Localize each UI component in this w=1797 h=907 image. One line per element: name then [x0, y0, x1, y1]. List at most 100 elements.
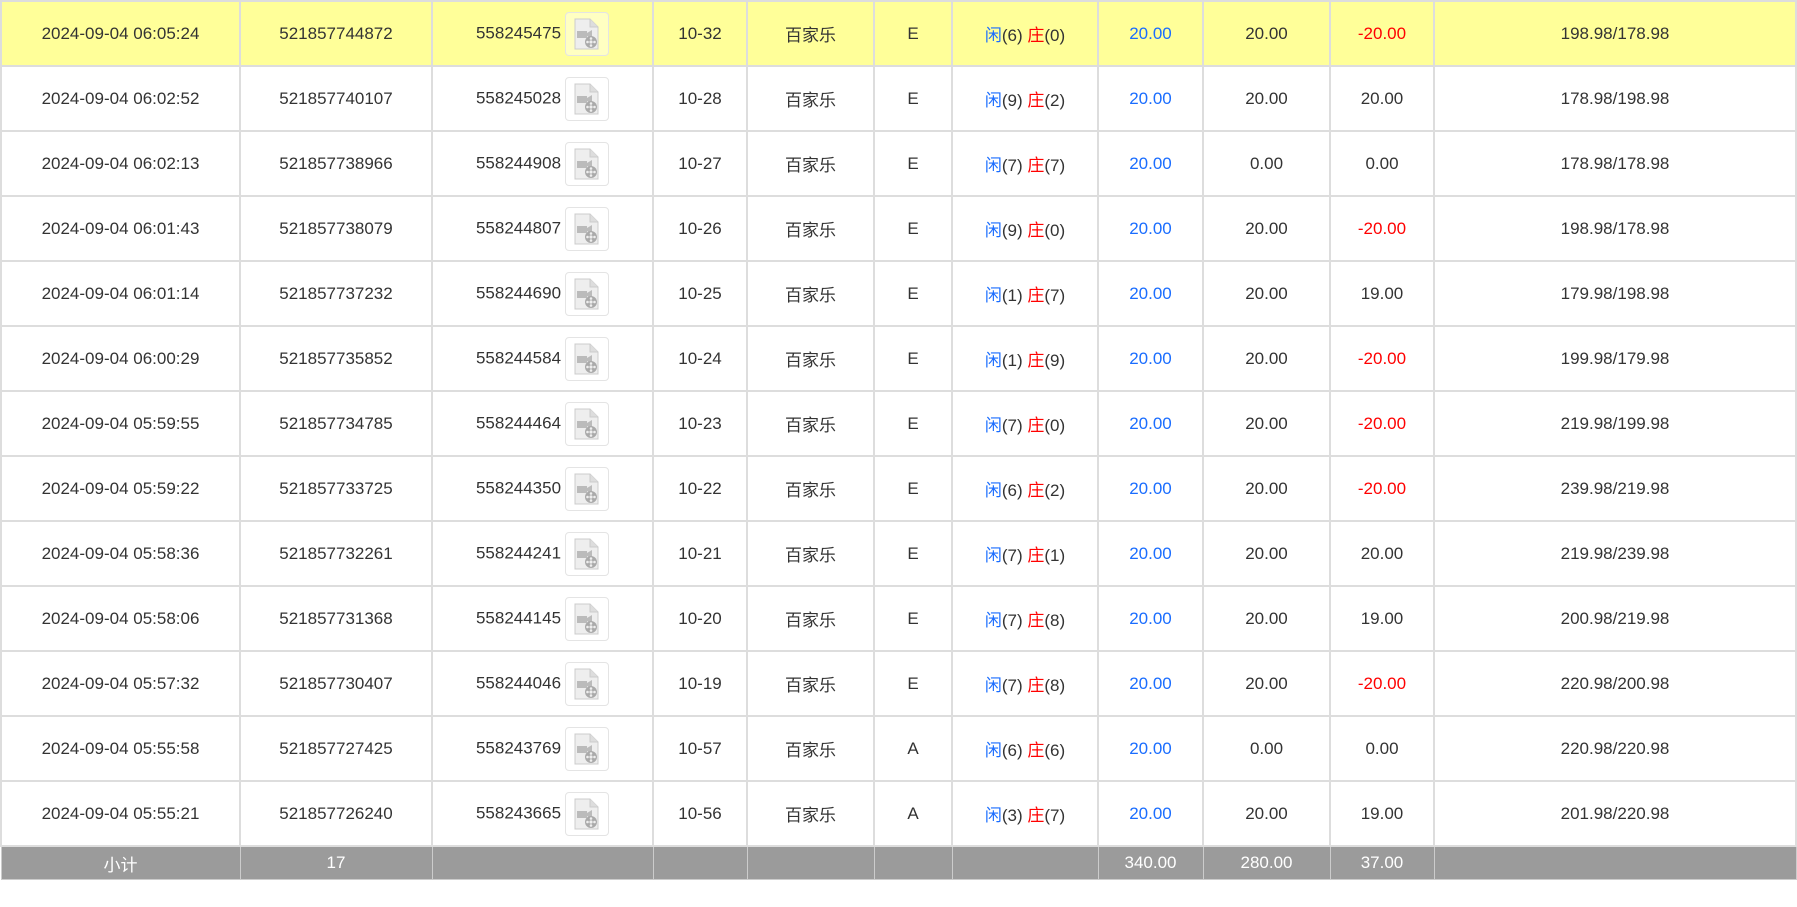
result-cell: 闲(7) 庄(8) [951, 585, 1099, 652]
player-points: (7) [1001, 676, 1023, 695]
player-points: (6) [1001, 481, 1023, 500]
video-replay-icon[interactable] [565, 596, 610, 641]
seat: E [873, 585, 953, 652]
result-cell: 闲(1) 庄(9) [951, 325, 1099, 392]
bet-time: 2024-09-04 05:59:55 [0, 390, 241, 457]
round-cell: 558244046 [431, 650, 654, 717]
video-replay-icon[interactable] [565, 531, 610, 576]
banker-label: 庄 [1027, 481, 1045, 500]
bet-amount: 20.00 [1097, 585, 1204, 652]
result-cell: 闲(7) 庄(7) [951, 130, 1099, 197]
table-number: 10-22 [652, 455, 748, 522]
table-row: 2024-09-04 05:59:55 521857734785 558244464… [0, 390, 1797, 457]
subtotal-valid: 280.00 [1202, 845, 1331, 880]
result-cell: 闲(7) 庄(1) [951, 520, 1099, 587]
bet-time: 2024-09-04 06:05:24 [0, 0, 241, 67]
valid-bet: 20.00 [1202, 0, 1331, 67]
subtotal-label: 小计 [0, 845, 241, 880]
order-number: 521857737232 [239, 260, 433, 327]
balance-change: 219.98/239.98 [1433, 520, 1797, 587]
round-number: 558244145 [475, 607, 562, 627]
banker-points: (2) [1044, 91, 1066, 110]
order-number: 521857740107 [239, 65, 433, 132]
bet-amount: 20.00 [1097, 0, 1204, 67]
banker-label: 庄 [1027, 156, 1045, 175]
balance-change: 198.98/178.98 [1433, 0, 1797, 67]
game-name: 百家乐 [746, 715, 875, 782]
seat: E [873, 0, 953, 67]
seat: E [873, 390, 953, 457]
game-name: 百家乐 [746, 780, 875, 847]
player-label: 闲 [984, 676, 1002, 695]
video-replay-icon[interactable] [565, 466, 610, 511]
banker-label: 庄 [1027, 351, 1045, 370]
player-points: (9) [1001, 91, 1023, 110]
order-number: 521857727425 [239, 715, 433, 782]
banker-points: (0) [1044, 221, 1066, 240]
video-replay-icon[interactable] [565, 661, 610, 706]
video-replay-icon[interactable] [565, 206, 610, 251]
order-number: 521857735852 [239, 325, 433, 392]
game-name: 百家乐 [746, 130, 875, 197]
valid-bet: 20.00 [1202, 325, 1331, 392]
order-number: 521857732261 [239, 520, 433, 587]
result-cell: 闲(6) 庄(0) [951, 0, 1099, 67]
banker-label: 庄 [1027, 91, 1045, 110]
banker-label: 庄 [1027, 611, 1045, 630]
balance-change: 201.98/220.98 [1433, 780, 1797, 847]
round-cell: 558244584 [431, 325, 654, 392]
video-replay-icon[interactable] [565, 401, 610, 446]
table-row: 2024-09-04 05:55:58 521857727425 558243769… [0, 715, 1797, 782]
banker-points: (7) [1044, 806, 1066, 825]
table-row: 2024-09-04 06:02:52 521857740107 558245028… [0, 65, 1797, 132]
video-replay-icon[interactable] [565, 76, 610, 121]
win-loss: -20.00 [1329, 650, 1435, 717]
game-name: 百家乐 [746, 455, 875, 522]
round-cell: 558244690 [431, 260, 654, 327]
video-replay-icon[interactable] [565, 791, 610, 836]
result-cell: 闲(1) 庄(7) [951, 260, 1099, 327]
valid-bet: 0.00 [1202, 130, 1331, 197]
bet-amount: 20.00 [1097, 325, 1204, 392]
bet-time: 2024-09-04 06:02:13 [0, 130, 241, 197]
round-number: 558244241 [475, 542, 562, 562]
table-number: 10-26 [652, 195, 748, 262]
round-number: 558244807 [475, 217, 562, 237]
video-replay-icon[interactable] [565, 336, 610, 381]
win-loss: 20.00 [1329, 520, 1435, 587]
bet-time: 2024-09-04 05:57:32 [0, 650, 241, 717]
win-loss: -20.00 [1329, 455, 1435, 522]
subtotal-row: 小计 17 340.00 280.00 37.00 [0, 845, 1797, 880]
subtotal-win: 37.00 [1329, 845, 1435, 880]
balance-change: 220.98/200.98 [1433, 650, 1797, 717]
banker-points: (0) [1044, 416, 1066, 435]
balance-change: 200.98/219.98 [1433, 585, 1797, 652]
video-replay-icon[interactable] [565, 141, 610, 186]
balance-change: 219.98/199.98 [1433, 390, 1797, 457]
game-name: 百家乐 [746, 390, 875, 457]
bet-time: 2024-09-04 05:59:22 [0, 455, 241, 522]
win-loss: 0.00 [1329, 130, 1435, 197]
video-replay-icon[interactable] [565, 11, 610, 56]
round-number: 558244464 [475, 412, 562, 432]
win-loss: 19.00 [1329, 260, 1435, 327]
result-cell: 闲(9) 庄(0) [951, 195, 1099, 262]
player-points: (6) [1001, 741, 1023, 760]
player-label: 闲 [984, 156, 1002, 175]
video-replay-icon[interactable] [565, 726, 610, 771]
table-row: 2024-09-04 05:55:21 521857726240 558243665… [0, 780, 1797, 847]
seat: E [873, 520, 953, 587]
subtotal-bet: 340.00 [1097, 845, 1204, 880]
banker-points: (8) [1044, 676, 1066, 695]
valid-bet: 20.00 [1202, 650, 1331, 717]
table-row: 2024-09-04 06:02:13 521857738966 558244908… [0, 130, 1797, 197]
banker-points: (9) [1044, 351, 1066, 370]
valid-bet: 20.00 [1202, 585, 1331, 652]
bet-records-table: 2024-09-04 06:05:24 521857744872 558245475… [0, 0, 1797, 880]
table-row: 2024-09-04 06:01:43 521857738079 558244807… [0, 195, 1797, 262]
round-number: 558244584 [475, 347, 562, 367]
game-name: 百家乐 [746, 195, 875, 262]
win-loss: 19.00 [1329, 585, 1435, 652]
bet-amount: 20.00 [1097, 195, 1204, 262]
video-replay-icon[interactable] [565, 271, 610, 316]
